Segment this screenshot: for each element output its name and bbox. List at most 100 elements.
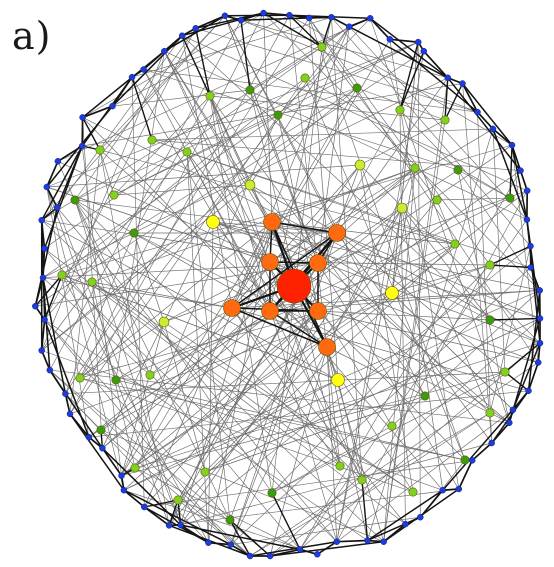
node-outer [525,387,532,395]
edge-thick [40,349,51,371]
node-outer [444,74,452,82]
node-outer [296,546,304,553]
edge-thick [388,38,420,43]
edge-thin [88,310,271,438]
node-outer [286,11,293,19]
edge-thin [180,207,403,526]
node-outer [523,187,531,194]
edge-thick [271,492,301,551]
edge-thin [308,17,539,363]
edge-thin [46,164,361,188]
edge-thin [133,95,211,234]
edge-thick [366,516,422,542]
edge-thin [46,186,170,526]
node-green [395,105,405,115]
edge-thin [65,371,506,395]
edge-thin [436,199,456,245]
node-middle [244,179,256,191]
edge-thin [401,207,491,321]
edge-thick [231,232,338,309]
node-outer [237,16,245,24]
edge-thin [317,310,491,321]
edge-thin [299,170,521,550]
edge-thin [69,77,306,415]
node-green [450,239,460,249]
node-outer [128,73,136,81]
edge-thick [194,14,226,30]
edge-thin [49,369,251,557]
node-green [387,421,397,431]
edge-thin [44,26,350,249]
edge-thick [399,50,425,111]
edge-thin [269,167,416,263]
node-green [410,163,420,173]
node-outer [41,316,48,323]
node-outer [536,315,544,322]
edge-thick [229,519,251,557]
edge-thin [336,232,493,444]
edge-thick [163,15,226,52]
edge-thin [41,219,339,381]
edge-thick [492,128,528,221]
edge-thick [40,145,83,221]
edge-thick [366,489,444,542]
edge-thin [41,15,226,221]
edge-thin [61,87,358,276]
edge-thin [209,95,426,397]
edge-thin [56,207,338,543]
edge-thin [112,14,290,107]
node-green [182,147,192,157]
edge-thick [330,16,351,28]
edge-thin [115,307,233,381]
node-outer [488,439,495,447]
edge-thin [65,17,310,395]
edge-thin [348,26,528,220]
edge-thin [100,310,319,431]
edge-thin [79,377,414,493]
edge-thin [263,12,541,291]
edge-thin [181,35,491,321]
edge-thin [383,119,446,543]
edge-thin [271,221,510,424]
edge-thin [229,164,361,521]
edge-thick [527,361,540,392]
edge-thick [43,274,63,321]
edge-thick [335,539,369,543]
edge-thin [123,319,491,491]
edge-thick [399,41,419,111]
node-middle [385,286,399,300]
edge-thin [249,89,319,264]
edge-thin [277,87,358,116]
node-outer [364,537,371,544]
edge-thin [231,38,391,309]
edge-thin [115,50,165,381]
node-green [317,42,327,52]
edge-thin [457,169,510,424]
edge-thick [40,219,46,250]
edge-thick [40,206,59,222]
node-outer [345,23,353,30]
edge-thick [504,371,530,392]
edge-thin [209,95,446,121]
node-outer [509,406,517,414]
edge-thick [348,25,449,79]
edge-thin [326,346,338,543]
node-inner [261,253,279,271]
node-outer [366,15,374,22]
edge-thick [56,145,83,209]
node-green [173,495,183,505]
edge-thick [511,144,528,221]
edge-thick [181,35,211,97]
edge-thin [326,207,403,348]
node-outer [140,66,147,73]
edge-thin [91,281,233,309]
edge-thick [519,169,529,192]
edge-thin [168,109,401,526]
node-outer [459,80,466,87]
node-inner [263,213,281,231]
node-green [130,463,140,473]
edge-thin [511,144,539,363]
edge-thin [269,346,328,557]
edge-thin [41,46,323,221]
edge-thin [151,139,456,245]
